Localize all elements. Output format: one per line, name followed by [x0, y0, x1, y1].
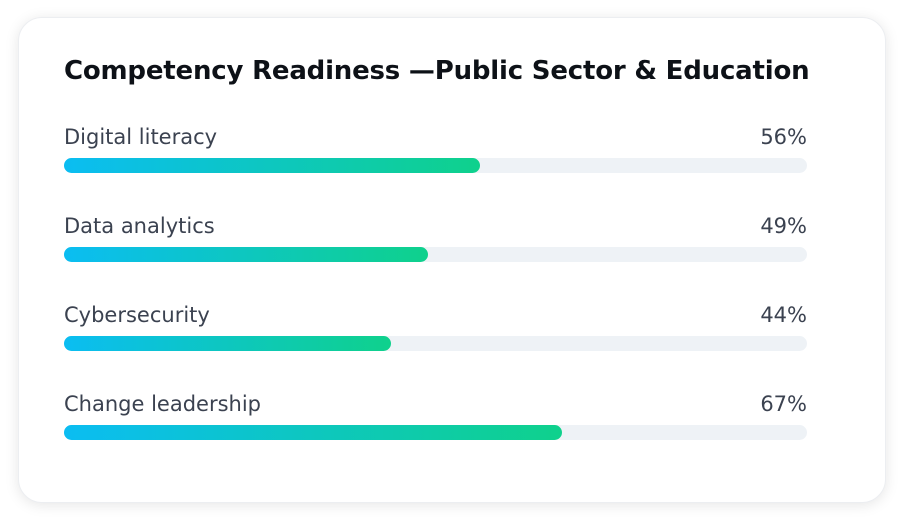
progress-track [64, 247, 807, 262]
progress-track [64, 158, 807, 173]
value-label: 49% [760, 214, 807, 238]
category-label: Cybersecurity [64, 303, 210, 327]
progress-row: Data analytics 49% [64, 214, 807, 274]
progress-bar [64, 158, 481, 173]
progress-track [64, 336, 807, 351]
progress-bar [64, 425, 562, 440]
value-label: 56% [760, 125, 807, 149]
progress-track [64, 425, 807, 440]
progress-bar [64, 247, 429, 262]
progress-row: Cybersecurity 44% [64, 303, 807, 363]
category-label: Data analytics [64, 214, 215, 238]
progress-row: Change leadership 67% [64, 392, 807, 452]
value-label: 67% [760, 392, 807, 416]
progress-bar [64, 336, 391, 351]
value-label: 44% [760, 303, 807, 327]
card-title: Competency Readiness —Public Sector & Ed… [64, 56, 810, 86]
progress-row: Digital literacy 56% [64, 125, 807, 185]
card: Competency Readiness —Public Sector & Ed… [18, 17, 886, 503]
category-label: Change leadership [64, 392, 261, 416]
category-label: Digital literacy [64, 125, 218, 149]
